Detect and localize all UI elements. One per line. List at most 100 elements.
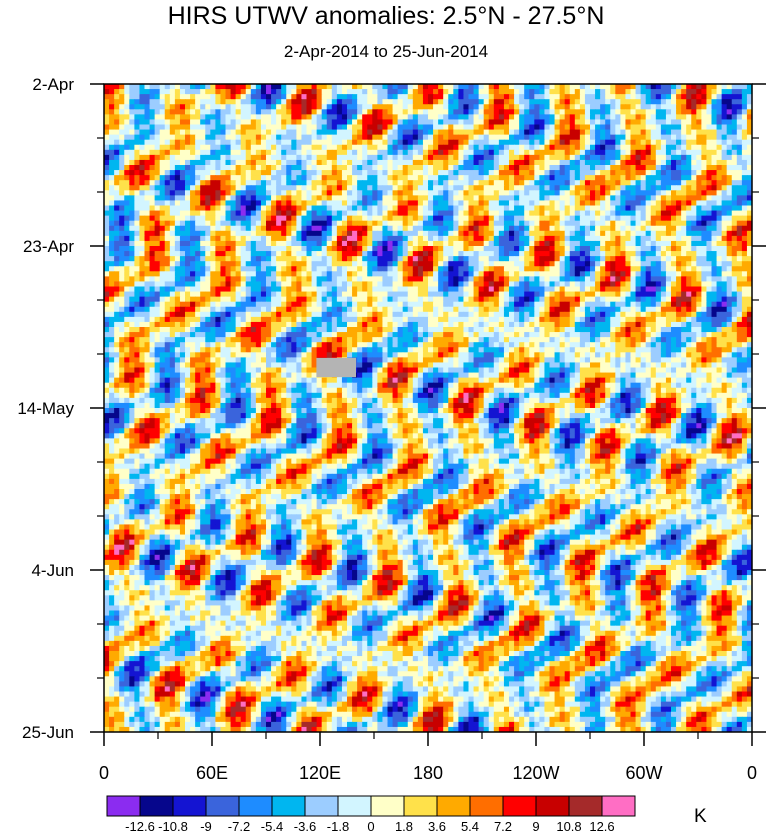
anomaly-cell <box>266 149 272 156</box>
anomaly-cell <box>438 139 444 146</box>
anomaly-cell <box>574 240 581 247</box>
anomaly-cell <box>519 99 525 105</box>
anomaly-cell <box>468 165 475 171</box>
anomaly-cell <box>706 94 713 100</box>
anomaly-cell <box>250 159 257 166</box>
anomaly-cell <box>478 84 485 90</box>
anomaly-cell <box>139 109 146 115</box>
anomaly-cell <box>655 159 662 166</box>
anomaly-cell <box>736 89 743 95</box>
anomaly-cell <box>741 190 748 196</box>
anomaly-cell <box>341 195 348 202</box>
anomaly-cell <box>266 154 272 161</box>
anomaly-cell <box>296 89 303 95</box>
anomaly-cell <box>119 240 125 247</box>
anomaly-cell <box>610 185 616 191</box>
anomaly-cell <box>671 261 677 267</box>
anomaly-cell <box>240 170 247 176</box>
anomaly-cell <box>524 261 530 267</box>
anomaly-cell <box>640 195 647 202</box>
anomaly-cell <box>468 94 475 100</box>
anomaly-cell <box>225 159 232 166</box>
anomaly-cell <box>104 154 110 161</box>
anomaly-cell <box>164 99 171 105</box>
anomaly-cell <box>240 271 247 277</box>
anomaly-cell <box>590 200 596 207</box>
anomaly-cell <box>260 109 267 115</box>
anomaly-cell <box>174 129 181 136</box>
anomaly-cell <box>225 266 232 272</box>
anomaly-cell <box>174 109 181 115</box>
anomaly-cell <box>286 129 292 136</box>
anomaly-cell <box>605 205 611 212</box>
anomaly-cell <box>321 154 328 161</box>
anomaly-cell <box>174 190 181 196</box>
anomaly-cell <box>529 210 535 217</box>
anomaly-cell <box>392 215 399 222</box>
anomaly-cell <box>331 261 338 267</box>
anomaly-cell <box>726 256 733 262</box>
anomaly-cell <box>498 159 505 166</box>
anomaly-cell <box>245 225 252 232</box>
anomaly-cell <box>716 149 723 156</box>
anomaly-cell <box>352 84 358 90</box>
anomaly-cell <box>154 109 161 115</box>
anomaly-cell <box>205 109 211 115</box>
anomaly-cell <box>210 220 216 227</box>
anomaly-cell <box>402 220 409 227</box>
anomaly-cell <box>529 109 535 115</box>
anomaly-cell <box>326 190 333 196</box>
anomaly-cell <box>139 114 146 121</box>
anomaly-cell <box>119 256 125 262</box>
anomaly-cell <box>453 185 459 191</box>
anomaly-cell <box>296 94 303 100</box>
anomaly-cell <box>286 190 292 196</box>
anomaly-cell <box>321 256 328 262</box>
anomaly-cell <box>539 271 546 277</box>
anomaly-cell <box>387 230 394 237</box>
anomaly-cell <box>255 94 262 100</box>
anomaly-cell <box>443 175 449 181</box>
anomaly-cell <box>235 210 242 217</box>
anomaly-cell <box>341 190 348 196</box>
anomaly-cell <box>149 114 156 121</box>
anomaly-cell <box>574 256 581 262</box>
anomaly-cell <box>154 205 161 212</box>
anomaly-cell <box>448 129 454 136</box>
anomaly-cell <box>681 261 687 267</box>
anomaly-cell <box>600 266 606 272</box>
anomaly-cell <box>134 225 141 232</box>
anomaly-cell <box>640 210 647 217</box>
anomaly-cell <box>260 114 267 121</box>
anomaly-cell <box>205 134 211 141</box>
anomaly-cell <box>716 220 723 227</box>
anomaly-cell <box>230 124 237 131</box>
anomaly-cell <box>428 251 434 257</box>
anomaly-cell <box>620 84 627 90</box>
anomaly-cell <box>519 180 525 186</box>
anomaly-cell <box>397 175 404 181</box>
anomaly-cell <box>347 154 353 161</box>
anomaly-cell <box>417 235 424 242</box>
anomaly-cell <box>185 195 191 202</box>
anomaly-cell <box>260 99 267 105</box>
anomaly-cell <box>286 84 292 90</box>
anomaly-cell <box>296 271 303 277</box>
anomaly-cell <box>539 124 546 131</box>
anomaly-cell <box>615 266 621 272</box>
anomaly-cell <box>468 271 475 277</box>
anomaly-cell <box>336 240 343 247</box>
anomaly-cell <box>306 276 313 283</box>
anomaly-cell <box>397 159 404 166</box>
anomaly-cell <box>569 276 576 283</box>
anomaly-cell <box>620 175 627 181</box>
anomaly-cell <box>215 246 222 252</box>
anomaly-cell <box>352 246 358 252</box>
anomaly-cell <box>179 119 186 126</box>
anomaly-cell <box>235 159 242 166</box>
anomaly-cell <box>640 205 647 212</box>
anomaly-cell <box>681 205 687 212</box>
anomaly-cell <box>331 129 338 136</box>
anomaly-cell <box>230 134 237 141</box>
anomaly-cell <box>584 124 591 131</box>
